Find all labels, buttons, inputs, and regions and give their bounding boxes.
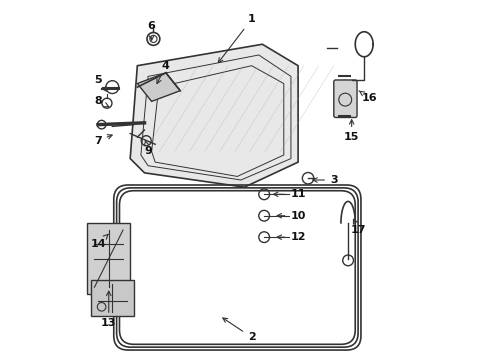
Text: 4: 4: [157, 61, 169, 84]
Text: 5: 5: [94, 75, 106, 91]
Text: 17: 17: [350, 219, 366, 235]
Polygon shape: [91, 280, 134, 316]
Text: 6: 6: [147, 21, 155, 40]
Polygon shape: [130, 44, 298, 187]
Text: 9: 9: [144, 141, 152, 157]
Text: 15: 15: [343, 120, 359, 142]
Text: 11: 11: [273, 189, 305, 199]
Polygon shape: [87, 223, 130, 294]
Text: 3: 3: [312, 175, 337, 185]
Text: 7: 7: [94, 135, 112, 146]
Text: 1: 1: [218, 14, 255, 63]
Text: 10: 10: [277, 211, 305, 221]
Text: 14: 14: [90, 234, 108, 249]
Text: 8: 8: [94, 96, 108, 107]
Polygon shape: [137, 73, 180, 102]
Text: 12: 12: [277, 232, 305, 242]
Text: 16: 16: [358, 91, 377, 103]
FancyBboxPatch shape: [333, 80, 356, 117]
Text: 2: 2: [223, 318, 255, 342]
Text: 13: 13: [101, 291, 116, 328]
